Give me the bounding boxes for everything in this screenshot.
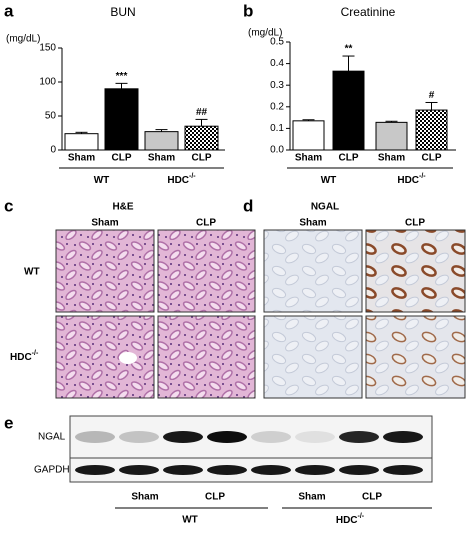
y-tick-label: 150 xyxy=(39,43,56,54)
lane-label: CLP xyxy=(362,492,382,503)
chart-title: BUN xyxy=(110,5,135,19)
bar xyxy=(184,125,219,151)
panel-title: H&E xyxy=(112,202,133,213)
y-tick-label: 0 xyxy=(50,145,56,156)
row-label: WT xyxy=(24,267,40,278)
micrograph xyxy=(263,229,363,313)
group-label-sup: -/- xyxy=(358,513,365,520)
band xyxy=(163,465,203,475)
blot-row-label: GAPDH xyxy=(34,465,70,476)
annotation: ## xyxy=(196,107,208,118)
y-tick-label: 0.3 xyxy=(270,80,284,91)
bar xyxy=(64,133,99,151)
y-tick-label: 0.0 xyxy=(270,145,284,156)
band xyxy=(251,465,291,475)
lumen xyxy=(119,352,137,364)
group-label-text: HDC xyxy=(167,175,189,186)
y-tick-label: 50 xyxy=(45,111,57,122)
annotation: # xyxy=(429,90,435,101)
group-label-sup: -/- xyxy=(189,173,196,180)
band xyxy=(339,431,379,443)
group-label-text: WT xyxy=(94,175,110,186)
group-label: HDC-/- xyxy=(167,173,196,186)
group-label: HDC-/- xyxy=(336,513,365,526)
panel-label: e xyxy=(4,413,13,432)
micrograph xyxy=(365,315,466,399)
x-tick-label: CLP xyxy=(422,153,442,164)
x-tick-label: CLP xyxy=(192,153,212,164)
y-axis-label: (mg/dL) xyxy=(6,34,40,45)
blot-row-label: NGAL xyxy=(38,432,66,443)
band xyxy=(75,465,115,475)
y-axis-label: (mg/dL) xyxy=(248,28,282,39)
bands xyxy=(75,431,423,475)
x-tick-label: Sham xyxy=(68,153,95,164)
micrograph xyxy=(157,315,256,399)
panel-title: NGAL xyxy=(311,202,339,213)
lane-label: Sham xyxy=(298,492,325,503)
annotation: *** xyxy=(116,71,128,82)
row-label: HDC-/- xyxy=(10,350,39,363)
panel-label: d xyxy=(243,196,253,215)
micrograph xyxy=(157,229,256,313)
band xyxy=(383,431,423,443)
annotation: ** xyxy=(345,44,353,55)
column-label: Sham xyxy=(91,218,118,229)
micrograph xyxy=(263,315,363,399)
lane-label: Sham xyxy=(131,492,158,503)
band xyxy=(75,431,115,443)
chart-title: Creatinine xyxy=(341,5,396,19)
group-label: WT xyxy=(94,175,110,186)
bar xyxy=(375,121,408,151)
group-label-text: HDC xyxy=(336,515,358,526)
band xyxy=(295,431,335,443)
group-label: WT xyxy=(182,515,198,526)
panel-label: b xyxy=(243,1,253,20)
column-label: CLP xyxy=(405,218,425,229)
x-tick-label: CLP xyxy=(339,153,359,164)
row-label-sup: -/- xyxy=(32,350,39,357)
panel-label: c xyxy=(4,196,13,215)
group-label-sup: -/- xyxy=(419,173,426,180)
band xyxy=(163,431,203,443)
column-label: CLP xyxy=(196,218,216,229)
y-tick-label: 0.5 xyxy=(270,37,284,48)
bar xyxy=(144,131,179,151)
x-tick-label: Sham xyxy=(295,153,322,164)
band xyxy=(383,465,423,475)
group-label: WT xyxy=(321,175,337,186)
x-tick-label: Sham xyxy=(148,153,175,164)
group-label-text: HDC xyxy=(397,175,419,186)
band xyxy=(251,431,291,443)
band xyxy=(207,465,247,475)
bar xyxy=(332,70,365,151)
band xyxy=(119,465,159,475)
group-label-text: WT xyxy=(321,175,337,186)
column-label: Sham xyxy=(299,218,326,229)
band xyxy=(119,431,159,443)
x-tick-label: CLP xyxy=(112,153,132,164)
y-tick-label: 0.1 xyxy=(270,123,284,134)
panel-label: a xyxy=(4,1,14,20)
micrograph xyxy=(365,229,466,313)
micrograph xyxy=(55,229,155,313)
row-label-text: HDC xyxy=(10,352,32,363)
bar xyxy=(415,109,448,151)
micrograph xyxy=(55,315,155,399)
bar xyxy=(292,120,325,151)
y-tick-label: 0.2 xyxy=(270,101,284,112)
band xyxy=(295,465,335,475)
bar xyxy=(104,88,139,151)
band xyxy=(339,465,379,475)
band xyxy=(207,431,247,443)
y-tick-label: 100 xyxy=(39,77,56,88)
x-tick-label: Sham xyxy=(378,153,405,164)
y-tick-label: 0.4 xyxy=(270,58,284,69)
lane-label: CLP xyxy=(205,492,225,503)
group-label: HDC-/- xyxy=(397,173,426,186)
